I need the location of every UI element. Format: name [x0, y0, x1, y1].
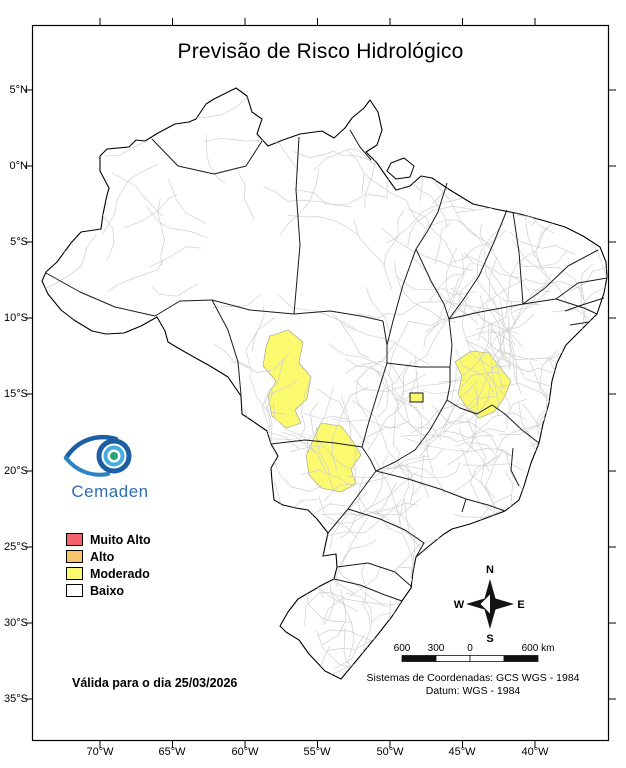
brazil-outline [41, 87, 608, 680]
compass-s: S [486, 633, 493, 645]
lon-label: 70°W [86, 746, 114, 758]
moderado-regions [262, 329, 512, 493]
cemaden-eye-icon [63, 434, 132, 477]
coordinate-system-note: Sistemas de Coordenadas: GCS WGS - 1984 … [366, 672, 580, 698]
compass-rose-icon: N W E S [454, 564, 525, 645]
lon-label: 40°W [521, 746, 549, 758]
legend-label: Alto [90, 549, 115, 564]
legend-swatch-baixo [66, 584, 83, 597]
legend-label: Moderado [90, 566, 150, 581]
legend-swatch-muito-alto [66, 533, 83, 546]
compass-w: W [454, 599, 465, 611]
lat-label: 10°S [4, 312, 28, 324]
legend-swatch-alto [66, 550, 83, 563]
lat-label: 35°S [4, 693, 28, 705]
legend-label: Baixo [90, 583, 125, 598]
risk-legend: Muito Alto Alto Moderado Baixo [66, 531, 151, 599]
legend-item: Moderado [66, 565, 151, 582]
cemaden-logo: Cemaden [58, 431, 162, 502]
legend-item: Muito Alto [66, 531, 151, 548]
scale-label: 0 [467, 643, 473, 654]
lon-label: 65°W [158, 746, 186, 758]
lat-label: 5°S [10, 236, 28, 248]
lat-label: 0°N [9, 160, 28, 172]
map-frame [31, 24, 610, 742]
scale-bar-graphic [401, 655, 539, 662]
legend-label: Muito Alto [90, 532, 151, 547]
lon-label: 55°W [303, 746, 331, 758]
validity-date: Válida para o dia 25/03/2026 [72, 676, 238, 690]
lat-label: 15°S [4, 388, 28, 400]
legend-item: Alto [66, 548, 151, 565]
state-boundaries [45, 129, 608, 602]
compass-e: E [517, 599, 524, 611]
coordinate-system-line1: Sistemas de Coordenadas: GCS WGS - 1984 [366, 672, 580, 684]
legend-item: Baixo [66, 582, 151, 599]
scale-bar: 600 300 0 600 km [390, 643, 560, 665]
axis-ticks [25, 18, 616, 748]
lon-label: 60°W [231, 746, 259, 758]
coordinate-system-line2: Datum: WGS - 1984 [425, 685, 521, 698]
lat-label: 30°S [4, 617, 28, 629]
lat-label: 20°S [4, 465, 28, 477]
cemaden-logo-text: Cemaden [71, 482, 149, 501]
marajo-island [386, 157, 415, 180]
moderado-region-df [409, 392, 424, 403]
legend-swatch-moderado [66, 567, 83, 580]
scale-label: 600 km [521, 643, 555, 654]
lat-label: 5°N [9, 84, 28, 96]
page-title: Previsão de Risco Hidrológico [177, 40, 464, 63]
lon-label: 50°W [376, 746, 404, 758]
compass-n: N [486, 564, 494, 576]
lon-label: 45°W [448, 746, 476, 758]
scale-label: 600 [393, 643, 411, 654]
lat-label: 25°S [4, 541, 28, 553]
scale-label: 300 [427, 643, 445, 654]
